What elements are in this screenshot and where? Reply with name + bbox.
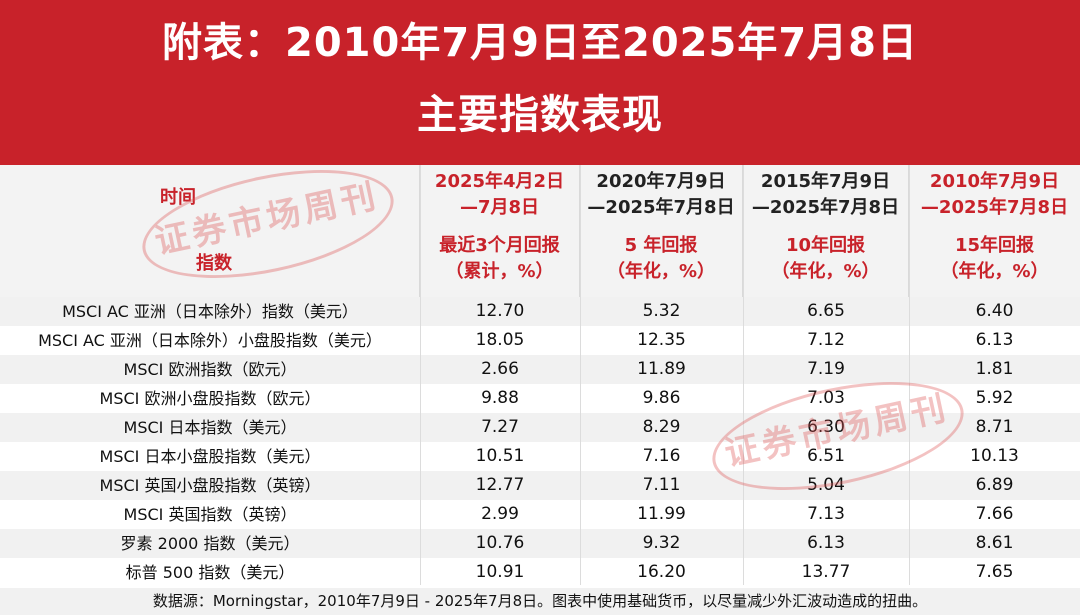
value-3m: 9.88 [481, 388, 519, 408]
value-3m: 10.91 [475, 562, 525, 582]
column-divider [420, 165, 421, 585]
index-name: MSCI 欧洲小盘股指数（欧元） [99, 389, 321, 408]
header-metric: 15年回报 [954, 235, 1035, 256]
value-15y: 8.61 [975, 533, 1014, 553]
table-row: MSCI 英国小盘股指数（英镑） 12.77 7.11 5.04 6.89 [0, 471, 1080, 500]
value-3m: 12.70 [475, 301, 525, 321]
header-col-10y: 2015年7月9日 —2025年7月8日 10年回报 （年化，%） [743, 165, 909, 297]
page-title: 附表：2010年7月9日至2025年7月8日 [162, 20, 918, 66]
index-name: MSCI 英国指数（英镑） [123, 505, 297, 524]
value-15y: 6.13 [975, 330, 1014, 350]
index-name: MSCI 日本指数（美元） [123, 418, 297, 437]
column-divider [909, 165, 910, 585]
value-15y: 7.65 [975, 562, 1014, 582]
table-row: MSCI AC 亚洲（日本除外）小盘股指数（美元） 18.05 12.35 7.… [0, 326, 1080, 355]
index-name: MSCI AC 亚洲（日本除外）小盘股指数（美元） [38, 331, 382, 350]
header-period-start: 2025年4月2日 [434, 171, 565, 192]
value-3m: 7.27 [481, 417, 519, 437]
value-10y: 6.65 [807, 301, 845, 321]
value-15y: 1.81 [975, 359, 1014, 379]
value-10y: 13.77 [801, 562, 851, 582]
header-period-start: 2020年7月9日 [596, 171, 726, 192]
value-5y: 16.20 [637, 562, 686, 582]
header-metric-unit: （年化，%） [940, 261, 1049, 282]
value-5y: 7.11 [642, 475, 681, 495]
value-3m: 18.05 [475, 330, 525, 350]
value-3m: 2.66 [481, 359, 519, 379]
table-row: MSCI 日本小盘股指数（美元） 10.51 7.16 6.51 10.13 [0, 442, 1080, 471]
value-5y: 9.32 [642, 533, 681, 553]
header-col-3m: 2025年4月2日 —7月8日 最近3个月回报 （累计，%） [420, 165, 580, 297]
index-name: MSCI 日本小盘股指数（美元） [99, 447, 321, 466]
value-5y: 5.32 [642, 301, 681, 321]
header-metric: 5 年回报 [624, 235, 698, 256]
index-name: MSCI 欧洲指数（欧元） [123, 360, 297, 379]
header-metric-unit: （累计，%） [445, 261, 554, 282]
value-3m: 10.51 [475, 446, 525, 466]
page-subtitle: 主要指数表现 [417, 92, 663, 138]
index-name: MSCI AC 亚洲（日本除外）指数（美元） [62, 302, 358, 321]
header-period-start: 2010年7月9日 [929, 171, 1060, 192]
header-label-cell: 时间 指数 [0, 165, 420, 297]
value-5y: 11.99 [637, 504, 686, 524]
value-15y: 10.13 [970, 446, 1019, 466]
value-15y: 5.92 [975, 388, 1014, 408]
header-col-15y: 2010年7月9日 —2025年7月8日 15年回报 （年化，%） [909, 165, 1080, 297]
header-metric: 最近3个月回报 [439, 235, 560, 256]
header-time-label: 时间 [160, 187, 196, 208]
value-10y: 7.03 [807, 388, 845, 408]
column-divider [743, 165, 744, 585]
header-period-start: 2015年7月9日 [760, 171, 891, 192]
header-period-end: —2025年7月8日 [751, 197, 900, 218]
value-10y: 5.04 [807, 475, 845, 495]
header-period-end: —2025年7月8日 [587, 197, 735, 218]
header-index-label: 指数 [196, 253, 232, 274]
value-5y: 8.29 [642, 417, 681, 437]
value-10y: 7.12 [807, 330, 845, 350]
value-15y: 8.71 [975, 417, 1014, 437]
table-row: MSCI AC 亚洲（日本除外）指数（美元） 12.70 5.32 6.65 6… [0, 297, 1080, 326]
table-row: MSCI 欧洲指数（欧元） 2.66 11.89 7.19 1.81 [0, 355, 1080, 384]
header-period-end: —2025年7月8日 [920, 197, 1069, 218]
value-15y: 7.66 [975, 504, 1014, 524]
value-3m: 2.99 [481, 504, 519, 524]
title-banner: 附表：2010年7月9日至2025年7月8日 主要指数表现 [0, 0, 1080, 165]
index-name: 标普 500 指数（美元） [125, 563, 295, 582]
source-note: 数据源：Morningstar，2010年7月9日 - 2025年7月8日。图表… [0, 588, 1080, 615]
column-divider [580, 165, 581, 585]
value-10y: 6.51 [807, 446, 845, 466]
header-period-end: —7月8日 [459, 197, 540, 218]
value-5y: 7.16 [642, 446, 681, 466]
index-name: MSCI 英国小盘股指数（英镑） [99, 476, 321, 495]
value-5y: 11.89 [637, 359, 686, 379]
header-metric: 10年回报 [785, 235, 866, 256]
value-5y: 12.35 [637, 330, 686, 350]
header-metric-unit: （年化，%） [606, 261, 716, 282]
value-10y: 7.13 [807, 504, 845, 524]
table-row: MSCI 日本指数（美元） 7.27 8.29 6.30 8.71 [0, 413, 1080, 442]
value-15y: 6.89 [975, 475, 1014, 495]
value-10y: 7.19 [807, 359, 845, 379]
value-10y: 6.30 [807, 417, 845, 437]
value-3m: 12.77 [475, 475, 525, 495]
value-10y: 6.13 [807, 533, 845, 553]
table-row: 标普 500 指数（美元） 10.91 16.20 13.77 7.65 [0, 558, 1080, 587]
value-5y: 9.86 [642, 388, 681, 408]
header-col-5y: 2020年7月9日 —2025年7月8日 5 年回报 （年化，%） [580, 165, 743, 297]
header-metric-unit: （年化，%） [771, 261, 880, 282]
index-name: 罗素 2000 指数（美元） [120, 534, 300, 553]
value-3m: 10.76 [475, 533, 525, 553]
table-row: 罗素 2000 指数（美元） 10.76 9.32 6.13 8.61 [0, 529, 1080, 558]
value-15y: 6.40 [975, 301, 1014, 321]
table-row: MSCI 欧洲小盘股指数（欧元） 9.88 9.86 7.03 5.92 [0, 384, 1080, 413]
table-row: MSCI 英国指数（英镑） 2.99 11.99 7.13 7.66 [0, 500, 1080, 529]
